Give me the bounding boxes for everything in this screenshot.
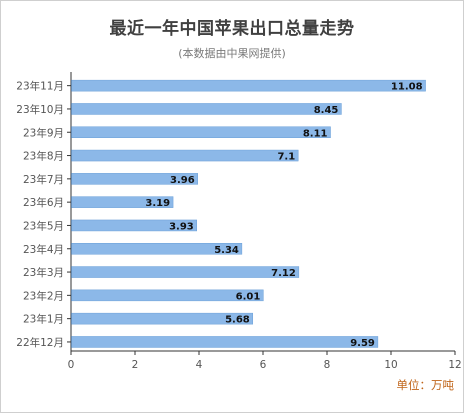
bar-value-label: 9.59 bbox=[350, 338, 375, 349]
chart-title: 最近一年中国苹果出口总量走势 bbox=[109, 19, 355, 39]
bar bbox=[71, 312, 254, 325]
chart-subtitle: (本数据由中果网提供) bbox=[178, 47, 286, 60]
y-tick-label: 23年5月 bbox=[23, 219, 64, 232]
bar bbox=[71, 79, 426, 92]
x-tick-label: 2 bbox=[132, 359, 139, 371]
bar bbox=[71, 243, 243, 255]
x-tick-label: 0 bbox=[68, 359, 75, 371]
y-tick-label: 23年6月 bbox=[23, 196, 64, 209]
bar-value-label: 8.11 bbox=[303, 128, 328, 139]
x-tick-label: 8 bbox=[324, 359, 331, 371]
bar-value-label: 11.08 bbox=[391, 82, 423, 93]
y-tick-label: 23年2月 bbox=[23, 289, 64, 302]
bar-value-label: 5.34 bbox=[214, 245, 239, 256]
y-tick-label: 23年3月 bbox=[23, 266, 64, 279]
bar bbox=[71, 126, 331, 138]
bar-value-label: 7.1 bbox=[277, 152, 295, 163]
x-tick-label: 10 bbox=[384, 359, 397, 371]
bar-value-label: 7.12 bbox=[271, 268, 296, 279]
bar bbox=[71, 266, 300, 278]
y-tick-label: 23年10月 bbox=[16, 103, 64, 116]
bar bbox=[71, 289, 264, 302]
unit-label: 单位：万吨 bbox=[396, 378, 455, 392]
y-tick-label: 23年7月 bbox=[23, 173, 64, 186]
bar-value-label: 3.96 bbox=[170, 175, 195, 186]
bar bbox=[71, 336, 379, 348]
bar-value-label: 3.93 bbox=[169, 221, 194, 232]
bar bbox=[71, 149, 299, 162]
bar bbox=[71, 219, 198, 232]
x-tick-label: 6 bbox=[260, 359, 267, 371]
y-tick-label: 22年12月 bbox=[16, 336, 64, 349]
bar-value-label: 5.68 bbox=[225, 315, 250, 326]
x-tick-label: 4 bbox=[196, 359, 203, 371]
bar bbox=[71, 173, 198, 185]
y-tick-label: 23年9月 bbox=[23, 126, 64, 139]
y-tick-label: 23年11月 bbox=[16, 80, 64, 93]
bar bbox=[71, 196, 174, 208]
y-tick-label: 23年1月 bbox=[23, 313, 64, 326]
x-tick-label: 12 bbox=[448, 359, 461, 371]
bar-value-label: 3.19 bbox=[145, 198, 170, 209]
bar bbox=[71, 103, 342, 115]
y-tick-label: 23年8月 bbox=[23, 150, 64, 163]
bar-value-label: 6.01 bbox=[236, 291, 261, 302]
y-tick-label: 23年4月 bbox=[23, 243, 64, 256]
bar-value-label: 8.45 bbox=[314, 105, 339, 116]
